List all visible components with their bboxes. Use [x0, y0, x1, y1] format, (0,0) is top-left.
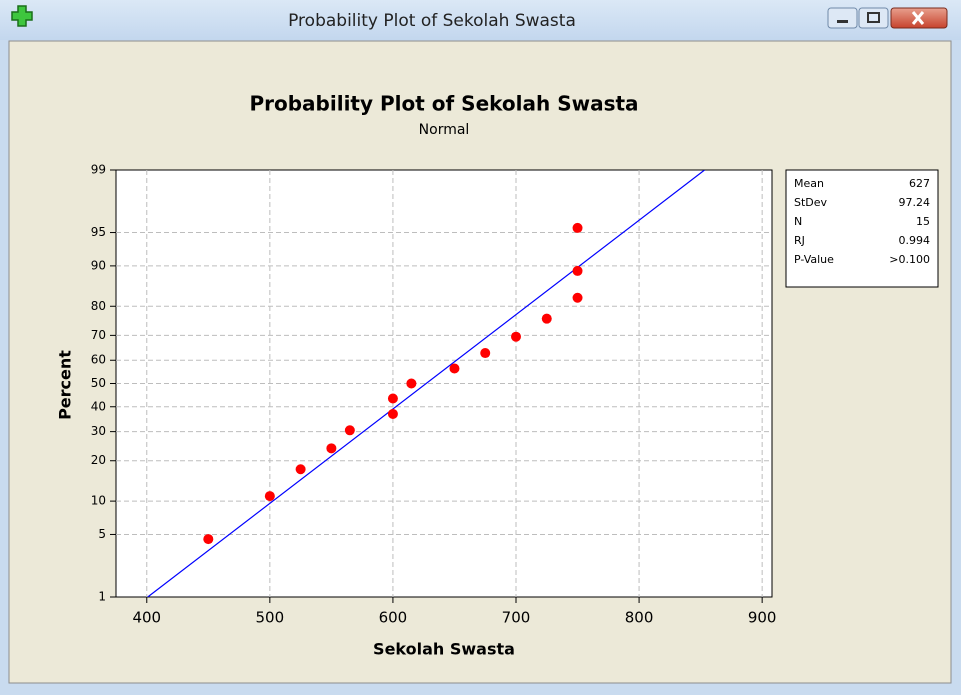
- data-point: [406, 378, 417, 389]
- chart-title: Probability Plot of Sekolah Swasta: [249, 92, 638, 116]
- title-bar: [0, 0, 961, 40]
- stat-value: 97.24: [899, 196, 931, 209]
- stat-value: 0.994: [899, 234, 931, 247]
- y-axis-label: Percent: [56, 350, 75, 420]
- data-point: [344, 425, 355, 436]
- y-tick-label: 5: [98, 527, 106, 541]
- y-tick-label: 40: [91, 399, 106, 413]
- y-tick-label: 90: [91, 258, 106, 272]
- window-icon: [11, 5, 33, 27]
- data-point: [572, 292, 583, 303]
- x-tick-label: 600: [379, 609, 408, 627]
- stats-box: [785, 169, 939, 288]
- x-tick-label: 800: [625, 609, 654, 627]
- data-point: [387, 393, 398, 404]
- y-tick-label: 99: [91, 163, 106, 177]
- data-point: [572, 222, 583, 233]
- data-point: [541, 313, 552, 324]
- y-tick-label: 80: [91, 299, 106, 313]
- maximize-button[interactable]: [858, 7, 889, 29]
- x-axis-label: Sekolah Swasta: [373, 640, 515, 659]
- stat-label: StDev: [794, 196, 828, 209]
- stat-label: N: [794, 215, 802, 228]
- fit-line: [147, 170, 705, 597]
- data-point: [449, 363, 460, 374]
- data-point: [295, 464, 306, 475]
- stat-value: 15: [916, 215, 930, 228]
- data-point: [203, 534, 214, 545]
- window-title: Probability Plot of Sekolah Swasta: [288, 11, 576, 31]
- data-point: [480, 348, 491, 359]
- minimize-button[interactable]: [827, 7, 858, 29]
- stat-value: 627: [909, 177, 930, 190]
- stat-label: RJ: [794, 234, 805, 247]
- y-tick-label: 95: [91, 225, 106, 239]
- y-tick-label: 10: [91, 494, 106, 508]
- stat-label: Mean: [794, 177, 824, 190]
- close-button[interactable]: [890, 7, 948, 29]
- stat-value: >0.100: [889, 253, 930, 266]
- y-tick-label: 20: [91, 453, 106, 467]
- data-point: [264, 491, 275, 502]
- data-point: [511, 331, 521, 342]
- x-tick-label: 900: [748, 609, 777, 627]
- data-point: [387, 408, 398, 419]
- y-tick-label: 60: [91, 353, 106, 367]
- data-point: [572, 265, 583, 276]
- stat-label: P-Value: [794, 253, 834, 266]
- y-tick-label: 50: [91, 376, 106, 390]
- chart-subtitle: Normal: [419, 122, 470, 138]
- x-tick-label: 400: [132, 609, 161, 627]
- data-point: [326, 443, 337, 454]
- y-tick-label: 1: [98, 590, 106, 604]
- x-tick-label: 700: [502, 609, 531, 627]
- y-tick-label: 30: [91, 424, 106, 438]
- x-tick-label: 500: [256, 609, 285, 627]
- y-tick-label: 70: [91, 328, 106, 342]
